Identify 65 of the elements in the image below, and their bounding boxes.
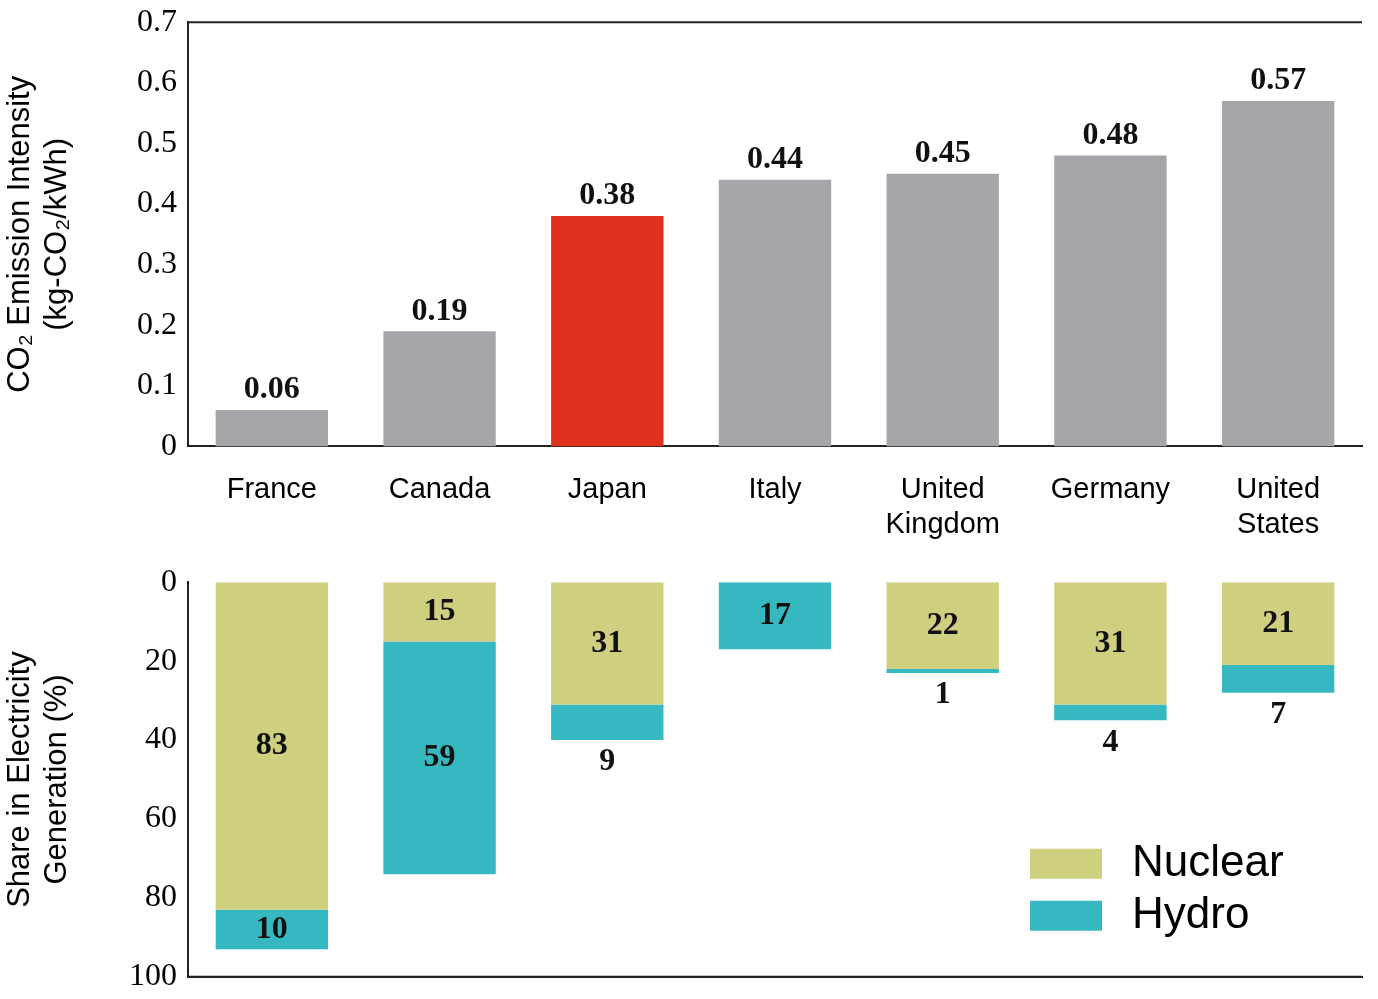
x-tick-label: Germany: [1050, 471, 1171, 504]
data-label: 4: [1102, 721, 1119, 758]
data-label: 9: [599, 741, 616, 778]
y-tick-label: 0.3: [137, 244, 177, 281]
bar: [1054, 155, 1167, 447]
data-label: 1: [934, 674, 951, 711]
bar: [215, 909, 329, 950]
y-tick-label: 0.6: [137, 62, 177, 99]
x-tick-label: Canada: [388, 471, 492, 504]
data-label: 17: [759, 595, 791, 632]
y-tick-label: 0.1: [137, 365, 177, 402]
y-axis-title: Share in Electricity Generation (%): [1, 650, 74, 908]
bar: [1221, 665, 1335, 693]
y-axis-title: CO₂ Emission Intensity (kg-CO₂/kWh): [1, 75, 74, 393]
bar: [551, 704, 664, 741]
bar: [718, 582, 832, 650]
bar: [215, 582, 329, 910]
bar: [886, 582, 999, 670]
bar: [551, 582, 664, 705]
data-label: 31: [591, 622, 624, 659]
data-label: 7: [1270, 693, 1287, 730]
y-tick-label: 80: [145, 877, 177, 914]
x-tick-label: Japan: [567, 471, 647, 504]
data-label: 0.48: [1082, 114, 1139, 151]
x-tick-label: France: [226, 471, 317, 504]
y-tick-label: 0.5: [137, 122, 177, 159]
bar: [383, 641, 496, 875]
data-label: 22: [926, 604, 959, 641]
data-label: 0.45: [914, 132, 971, 169]
x-tick-label: United Kingdom: [885, 471, 1000, 539]
y-tick-label: 0.7: [137, 1, 177, 38]
data-label: 0.38: [579, 175, 636, 212]
y-tick-label: 0: [161, 561, 177, 598]
data-label: 0.57: [1250, 60, 1307, 97]
bar: [383, 582, 496, 642]
data-label: 59: [423, 737, 456, 774]
data-label: 21: [1262, 602, 1295, 639]
bar: [551, 216, 664, 447]
data-label: 15: [423, 591, 456, 628]
bar: [718, 179, 832, 447]
y-tick-label: 0: [161, 425, 177, 462]
y-tick-label: 0.2: [137, 304, 177, 341]
data-label: 0.44: [747, 139, 803, 176]
bar: [886, 173, 999, 447]
bar: [215, 410, 329, 447]
bar: [383, 331, 496, 447]
y-tick-label: 20: [145, 640, 177, 677]
data-label: 0.06: [243, 369, 300, 406]
bar: [886, 669, 999, 673]
x-tick-label: United States: [1236, 471, 1321, 539]
x-tick-label: Italy: [748, 471, 803, 504]
y-tick-label: 100: [129, 956, 177, 993]
bar: [1054, 582, 1167, 705]
data-label: 0.19: [411, 290, 468, 327]
data-label: 31: [1094, 622, 1127, 659]
data-label: 83: [255, 725, 288, 762]
bar: [1221, 100, 1335, 447]
bar: [1054, 704, 1167, 721]
legend-label: Nuclear: [1132, 835, 1284, 885]
legend-label: Hydro: [1132, 887, 1250, 937]
y-tick-label: 40: [145, 719, 177, 756]
y-tick-label: 60: [145, 798, 177, 835]
y-tick-label: 0.4: [137, 183, 177, 220]
data-label: 10: [255, 908, 288, 945]
bar: [1221, 582, 1335, 666]
